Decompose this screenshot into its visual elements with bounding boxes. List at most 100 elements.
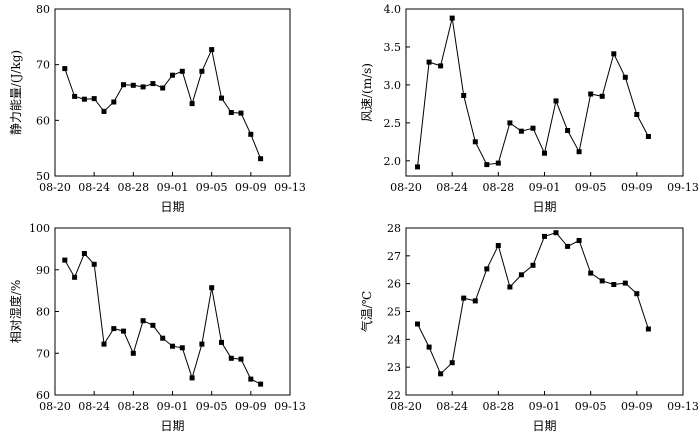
x-tick-label: 08-20 xyxy=(39,181,71,194)
data-point xyxy=(518,128,524,134)
y-tick-label: 27 xyxy=(387,250,401,263)
x-tick-label: 09-05 xyxy=(575,181,607,194)
series-line xyxy=(417,232,649,375)
y-tick-label: 80 xyxy=(36,306,50,319)
y-axis-label: 气温/℃ xyxy=(359,291,374,332)
data-point xyxy=(553,230,559,236)
data-point xyxy=(530,262,536,268)
x-tick-label: 08-28 xyxy=(482,181,514,194)
data-point xyxy=(179,345,185,351)
data-point xyxy=(219,95,224,101)
x-tick-label: 09-09 xyxy=(235,181,267,194)
data-point xyxy=(258,381,264,387)
data-point xyxy=(72,93,78,99)
x-axis-label: 日期 xyxy=(160,200,184,214)
data-point xyxy=(219,339,224,345)
data-point xyxy=(101,108,107,114)
data-point xyxy=(189,101,195,107)
data-point xyxy=(461,295,467,301)
plot-frame xyxy=(54,8,291,177)
y-tick-label: 50 xyxy=(36,170,50,183)
data-point xyxy=(91,96,97,102)
x-tick-label: 09-01 xyxy=(529,181,561,194)
data-point xyxy=(438,63,444,69)
data-point xyxy=(248,131,254,137)
data-point xyxy=(228,110,234,115)
x-tick-label: 08-28 xyxy=(117,400,149,413)
y-tick-label: 60 xyxy=(36,114,50,127)
x-tick-label: 08-24 xyxy=(78,181,110,194)
data-point xyxy=(228,355,234,361)
data-point xyxy=(91,261,97,267)
x-tick-label: 08-28 xyxy=(117,181,149,194)
data-point xyxy=(72,274,78,280)
data-point xyxy=(507,120,513,126)
data-point xyxy=(484,266,490,272)
y-tick-label: 22 xyxy=(387,389,401,402)
data-point xyxy=(565,243,571,249)
data-point xyxy=(415,164,420,170)
y-tick-label: 90 xyxy=(36,264,50,277)
data-point xyxy=(472,298,478,304)
x-tick-label: 09-05 xyxy=(196,181,228,194)
plot-frame xyxy=(54,227,291,396)
data-point xyxy=(542,233,547,239)
data-point xyxy=(160,85,166,91)
data-point xyxy=(530,125,536,131)
y-tick-label: 23 xyxy=(387,361,401,374)
data-point xyxy=(121,328,126,334)
data-point xyxy=(576,238,582,243)
data-point xyxy=(150,81,156,87)
y-tick-label: 26 xyxy=(387,278,401,291)
data-point xyxy=(542,150,547,156)
x-tick-label: 08-20 xyxy=(390,181,422,194)
y-axis-label: 风速/(m/s) xyxy=(360,63,374,122)
data-point xyxy=(634,291,640,297)
plot-frame xyxy=(405,227,684,396)
x-tick-label: 09-09 xyxy=(235,400,267,413)
data-point xyxy=(426,344,432,350)
data-point xyxy=(179,68,185,74)
data-point xyxy=(634,112,640,117)
y-tick-label: 70 xyxy=(36,59,50,72)
x-tick-label: 09-13 xyxy=(667,400,699,413)
data-point xyxy=(62,66,68,72)
relative-humidity-chart: 08-20 08-24 08-28 09-01 09-05 09-09 09-13 60 70 8… xyxy=(8,222,306,433)
data-point xyxy=(599,278,605,284)
data-point xyxy=(484,162,490,168)
data-point xyxy=(495,160,501,166)
data-point xyxy=(62,257,68,263)
x-tick-label: 08-24 xyxy=(436,400,468,413)
y-tick-label: 3.0 xyxy=(384,79,402,92)
y-tick-label: 80 xyxy=(36,3,50,16)
data-point xyxy=(101,341,107,347)
x-tick-label: 09-13 xyxy=(274,181,306,194)
y-tick-label: 28 xyxy=(387,222,401,235)
x-tick-label: 09-09 xyxy=(621,181,653,194)
y-tick-label: 60 xyxy=(36,389,50,402)
data-point xyxy=(645,326,651,332)
x-tick-label: 09-09 xyxy=(621,400,653,413)
y-tick-label: 4.0 xyxy=(384,3,402,16)
data-point xyxy=(199,68,205,74)
series-line xyxy=(417,17,649,167)
y-axis-label: 相对湿度/% xyxy=(8,280,23,343)
data-point xyxy=(611,51,617,57)
x-tick-label: 08-20 xyxy=(390,400,422,413)
x-axis-label: 日期 xyxy=(160,419,184,433)
static-energy-chart: 08-20 08-24 08-28 09-01 09-05 09-09 09-13 50 60 7… xyxy=(9,3,306,214)
y-tick-label: 3.5 xyxy=(384,41,402,54)
x-tick-label: 08-28 xyxy=(482,400,514,413)
data-point xyxy=(576,149,582,155)
y-tick-label: 2.0 xyxy=(384,155,402,168)
data-point xyxy=(426,59,432,65)
data-point xyxy=(449,15,455,21)
data-point xyxy=(258,156,264,162)
data-point xyxy=(150,322,156,328)
data-point xyxy=(111,99,117,105)
data-point xyxy=(238,110,244,116)
x-axis-label: 日期 xyxy=(532,200,556,214)
x-tick-label: 08-24 xyxy=(78,400,110,413)
data-point xyxy=(449,360,455,366)
